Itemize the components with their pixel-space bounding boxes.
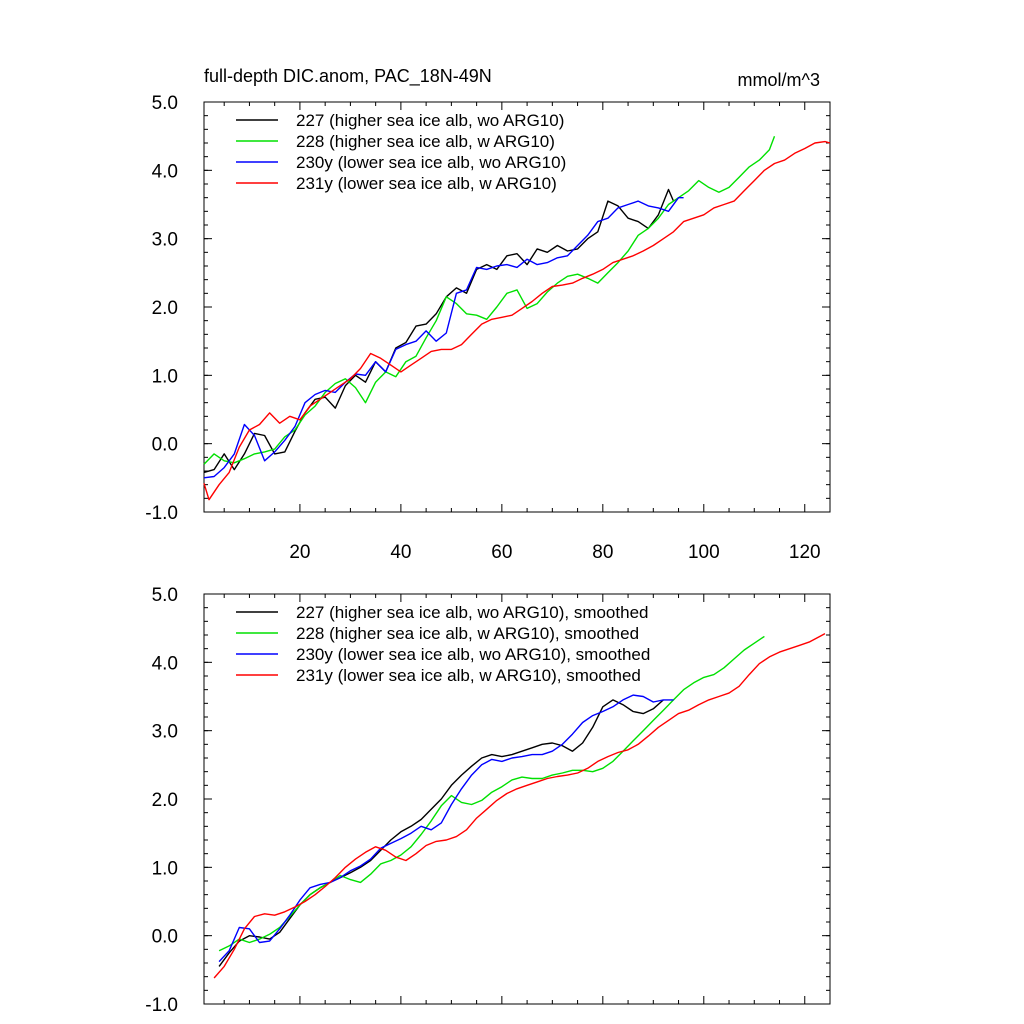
x-tick-label: 20 bbox=[289, 542, 310, 563]
x-tick-label: 80 bbox=[592, 542, 613, 563]
legend-label-227: 227 (higher sea ice alb, wo ARG10), smoo… bbox=[296, 603, 648, 622]
y-tick-label: 0.0 bbox=[152, 927, 178, 948]
x-tick-label: 40 bbox=[390, 542, 411, 563]
y-tick-label: 2.0 bbox=[152, 298, 178, 319]
series-line-231y bbox=[213, 632, 826, 979]
x-tick-label: 100 bbox=[688, 542, 720, 563]
y-tick-label: 2.0 bbox=[152, 790, 178, 811]
legend-label-231y: 231y (lower sea ice alb, w ARG10), smoot… bbox=[296, 666, 641, 685]
series-line-227 bbox=[218, 699, 664, 967]
x-tick-label: 120 bbox=[789, 542, 821, 563]
legend-label-227: 227 (higher sea ice alb, wo ARG10) bbox=[296, 111, 564, 130]
top-panel: -1.0 0.0 1.0 2.0 3.0 4.0 5.0 20 40 60 80 100 120 227 … bbox=[145, 93, 831, 563]
legend-label-228: 228 (higher sea ice alb, w ARG10) bbox=[296, 132, 555, 151]
legend-label-231y: 231y (lower sea ice alb, w ARG10) bbox=[296, 174, 557, 193]
x-tick-label: 60 bbox=[491, 542, 512, 563]
series-line-228 bbox=[203, 135, 776, 465]
y-tick-label: 5.0 bbox=[152, 585, 178, 606]
bottom-panel: -1.0 0.0 1.0 2.0 3.0 4.0 5.0 227 (higher sea ic… bbox=[145, 585, 831, 1016]
legend-label-230y: 230y (lower sea ice alb, wo ARG10), smoo… bbox=[296, 645, 650, 664]
series-line-227 bbox=[203, 188, 675, 474]
y-tick-label: 4.0 bbox=[152, 161, 178, 182]
y-tick-label: 1.0 bbox=[152, 366, 178, 387]
y-tick-label: 1.0 bbox=[152, 858, 178, 879]
legend-label-228: 228 (higher sea ice alb, w ARG10), smoot… bbox=[296, 624, 639, 643]
y-tick-label: 3.0 bbox=[152, 722, 178, 743]
plot-title: full-depth DIC.anom, PAC_18N-49N bbox=[204, 66, 492, 87]
y-tick-label: 5.0 bbox=[152, 93, 178, 114]
series-line-231y bbox=[203, 140, 831, 501]
units-label: mmol/m^3 bbox=[738, 70, 820, 90]
legend-label-230y: 230y (lower sea ice alb, wo ARG10) bbox=[296, 153, 566, 172]
y-tick-label: 4.0 bbox=[152, 653, 178, 674]
y-tick-label: 3.0 bbox=[152, 230, 178, 251]
y-tick-label: 0.0 bbox=[152, 435, 178, 456]
series-line-230y bbox=[203, 197, 684, 479]
y-tick-label: -1.0 bbox=[145, 995, 178, 1016]
y-tick-label: -1.0 bbox=[145, 503, 178, 524]
